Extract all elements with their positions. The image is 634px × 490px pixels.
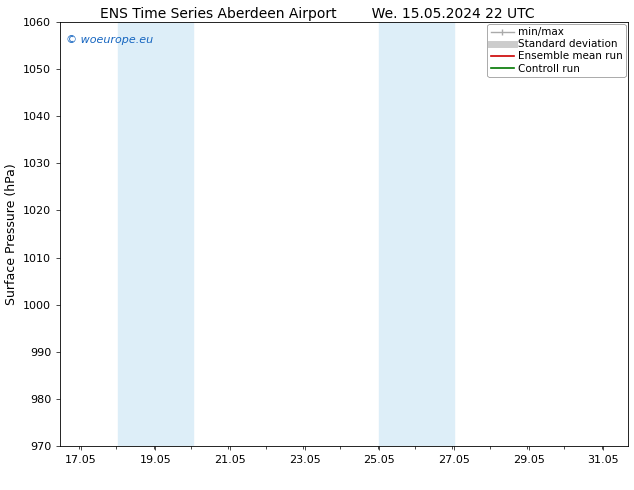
Bar bbox=[379, 22, 454, 446]
Bar bbox=[118, 22, 193, 446]
Text: © woeurope.eu: © woeurope.eu bbox=[66, 35, 153, 45]
Y-axis label: Surface Pressure (hPa): Surface Pressure (hPa) bbox=[4, 163, 18, 305]
Text: ENS Time Series Aberdeen Airport        We. 15.05.2024 22 UTC: ENS Time Series Aberdeen Airport We. 15.… bbox=[100, 7, 534, 22]
Legend: min/max, Standard deviation, Ensemble mean run, Controll run: min/max, Standard deviation, Ensemble me… bbox=[488, 24, 626, 76]
